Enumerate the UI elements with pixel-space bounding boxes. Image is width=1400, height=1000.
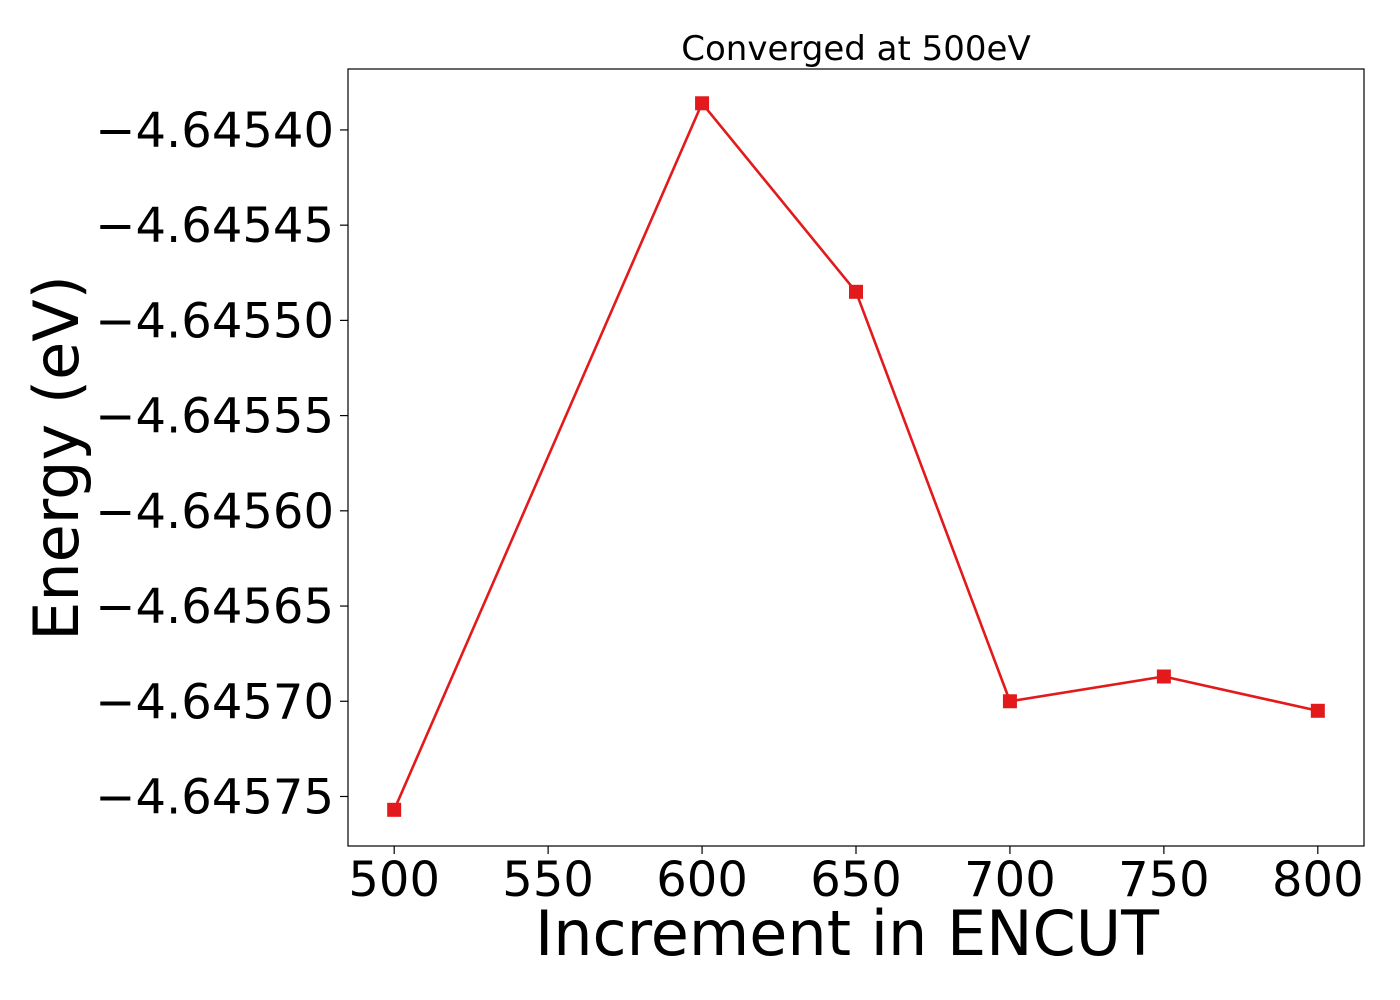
- x-axis-ticks: 500 550 600 650 700 750 800: [348, 846, 1364, 908]
- x-tick-label: 800: [1272, 852, 1364, 908]
- data-point-marker: [387, 802, 402, 817]
- y-tick-label: −4.64550: [95, 293, 334, 349]
- y-tick-label: −4.64540: [95, 103, 334, 159]
- y-axis-ticks: −4.64540 −4.64545 −4.64550 −4.64555 −4.64560…: [95, 103, 348, 825]
- data-point-marker: [695, 96, 710, 111]
- y-tick-label: −4.64555: [95, 389, 334, 445]
- x-tick-label: 550: [502, 852, 594, 908]
- plot-area-frame: [347, 68, 1365, 847]
- y-tick-label: −4.64570: [95, 674, 334, 730]
- y-axis-label: Energy (eV): [20, 275, 93, 641]
- data-point-marker: [1156, 669, 1171, 684]
- x-tick-label: 750: [1118, 852, 1210, 908]
- x-tick-label: 700: [964, 852, 1056, 908]
- x-tick-label: 600: [656, 852, 748, 908]
- series-line: [392, 101, 1319, 811]
- data-point-marker: [849, 284, 863, 299]
- y-tick-label: −4.64575: [95, 769, 334, 825]
- series-layer: [387, 96, 1325, 817]
- y-tick-label: −4.64565: [95, 579, 334, 635]
- y-tick-label: −4.64560: [95, 484, 334, 540]
- chart-title: Converged at 500eV: [681, 29, 1030, 69]
- data-point-marker: [1310, 703, 1325, 718]
- x-tick-label: 500: [348, 852, 440, 908]
- y-tick-label: −4.64545: [95, 198, 334, 254]
- data-point-marker: [1002, 694, 1017, 709]
- x-tick-label: 650: [810, 852, 902, 908]
- x-axis-label: Increment in ENCUT: [535, 897, 1160, 970]
